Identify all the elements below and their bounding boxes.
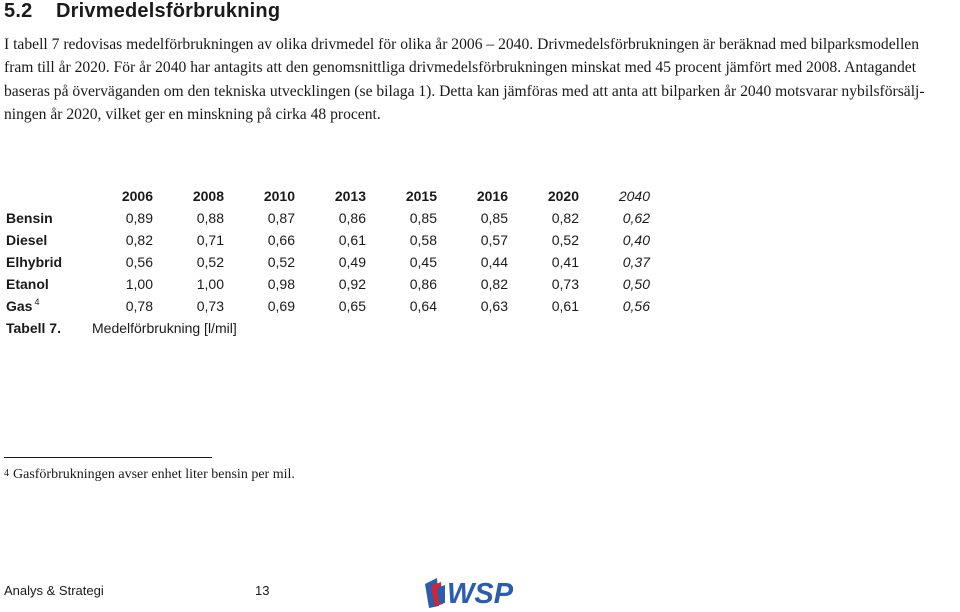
table-cell: 0,52 <box>267 254 295 270</box>
table-corner <box>2 185 82 207</box>
paragraph-line: fram till år 2020. För år 2040 har antag… <box>4 59 917 77</box>
section-heading: 5.2 Drivmedelsförbrukning <box>4 0 280 23</box>
footnote: 4 Gasförbrukningen avser enhet liter bens… <box>4 467 295 483</box>
table-header-row: 2006 2008 2010 2013 2015 2016 2020 2040 <box>2 185 650 207</box>
table-cell: 0,69 <box>267 298 295 314</box>
row-label-text: Elhybrid <box>6 254 63 270</box>
table-cell: 0,56 <box>125 254 153 270</box>
table-cell: 0,62 <box>622 210 650 226</box>
row-label-text: Bensin <box>6 210 53 226</box>
table-cell: 0,57 <box>480 232 508 248</box>
table-cell: 0,65 <box>338 298 366 314</box>
table-caption: Tabell 7. Medelförbrukning [l/mil] <box>6 320 237 336</box>
wsp-logo-text: WSP <box>447 578 514 610</box>
table-cell: 0,50 <box>622 276 650 292</box>
body-paragraph: I tabell 7 redovisas medelförbrukningen … <box>4 33 956 126</box>
year-header: 2016 <box>476 188 508 204</box>
table-cell: 0,52 <box>551 232 579 248</box>
year-header: 2013 <box>334 188 366 204</box>
table-row: Gas 4 0,78 0,73 0,69 0,65 0,64 0,63 0,61 0,56 <box>2 295 650 317</box>
table-cell: 0,41 <box>551 254 579 270</box>
table-row: Etanol 1,00 1,00 0,98 0,92 0,86 0,82 0,73 0,50 <box>2 273 650 295</box>
table-cell: 0,37 <box>622 254 650 270</box>
year-header: 2015 <box>405 188 437 204</box>
table-cell: 0,89 <box>125 210 153 226</box>
table-cell: 0,52 <box>196 254 224 270</box>
paragraph-line: baseras på överväganden om den tekniska … <box>4 82 925 100</box>
table-cell: 0,87 <box>267 210 295 226</box>
table-cell: 0,44 <box>480 254 508 270</box>
row-label-text: Gas <box>6 298 33 314</box>
year-header: 2040 <box>618 188 650 204</box>
table-cell: 0,88 <box>196 210 224 226</box>
table-cell: 0,98 <box>267 276 295 292</box>
row-label: Gas 4 <box>2 295 82 317</box>
consumption-table: 2006 2008 2010 2013 2015 2016 2020 2040 … <box>2 185 650 317</box>
table-cell: 0,73 <box>196 298 224 314</box>
table-cell: 0,40 <box>622 232 650 248</box>
year-header: 2006 <box>121 188 153 204</box>
table-row: Diesel 0,82 0,71 0,66 0,61 0,58 0,57 0,52 0,40 <box>2 229 650 251</box>
caption-text: Medelförbrukning [l/mil] <box>92 320 237 336</box>
year-header: 2010 <box>263 188 295 204</box>
table-cell: 0,92 <box>338 276 366 292</box>
footnote-marker: 4 <box>4 468 9 479</box>
paragraph-line: ningen år 2020, vilket ger en minskning … <box>4 105 381 123</box>
footer-company: Analys & Strategi <box>4 583 104 598</box>
table-cell: 0,82 <box>480 276 508 292</box>
table-row: Elhybrid 0,56 0,52 0,52 0,49 0,45 0,44 0,41 0,37 <box>2 251 650 273</box>
table-cell: 0,49 <box>338 254 366 270</box>
wsp-logo-mark <box>425 578 445 608</box>
year-header: 2008 <box>192 188 224 204</box>
table-cell: 0,71 <box>196 232 224 248</box>
table-row: Bensin 0,89 0,88 0,87 0,86 0,85 0,85 0,82 0,62 <box>2 207 650 229</box>
footnote-ref: 4 <box>34 297 40 307</box>
table-cell: 0,78 <box>125 298 153 314</box>
row-label-text: Diesel <box>6 232 48 248</box>
section-title: Drivmedelsförbrukning <box>56 0 281 22</box>
row-label: Elhybrid <box>2 251 82 273</box>
row-label: Etanol <box>2 273 82 295</box>
footnote-text: Gasförbrukningen avser enhet liter bensi… <box>13 467 295 482</box>
table-cell: 0,73 <box>551 276 579 292</box>
table-cell: 0,56 <box>622 298 650 314</box>
table-cell: 0,61 <box>551 298 579 314</box>
table-cell: 0,86 <box>338 210 366 226</box>
footnote-divider <box>4 457 212 458</box>
table-cell: 0,86 <box>409 276 437 292</box>
row-label-text: Etanol <box>6 276 49 292</box>
row-label: Diesel <box>2 229 82 251</box>
section-number: 5.2 <box>4 0 33 22</box>
table-cell: 0,61 <box>338 232 366 248</box>
paragraph-line: I tabell 7 redovisas medelförbrukningen … <box>4 36 919 53</box>
year-header: 2020 <box>547 188 579 204</box>
table-cell: 0,82 <box>125 232 153 248</box>
table-cell: 0,63 <box>480 298 508 314</box>
caption-label: Tabell 7. <box>6 320 61 336</box>
table-cell: 0,82 <box>551 210 579 226</box>
table-cell: 0,45 <box>409 254 437 270</box>
page-number: 13 <box>255 583 270 598</box>
table-cell: 0,85 <box>480 210 508 226</box>
table-cell: 0,58 <box>409 232 437 248</box>
table-cell: 1,00 <box>125 276 153 292</box>
table-cell: 1,00 <box>196 276 224 292</box>
wsp-logo: WSP <box>425 578 514 610</box>
table-cell: 0,85 <box>409 210 437 226</box>
table-cell: 0,66 <box>267 232 295 248</box>
row-label: Bensin <box>2 207 82 229</box>
table-cell: 0,64 <box>409 298 437 314</box>
